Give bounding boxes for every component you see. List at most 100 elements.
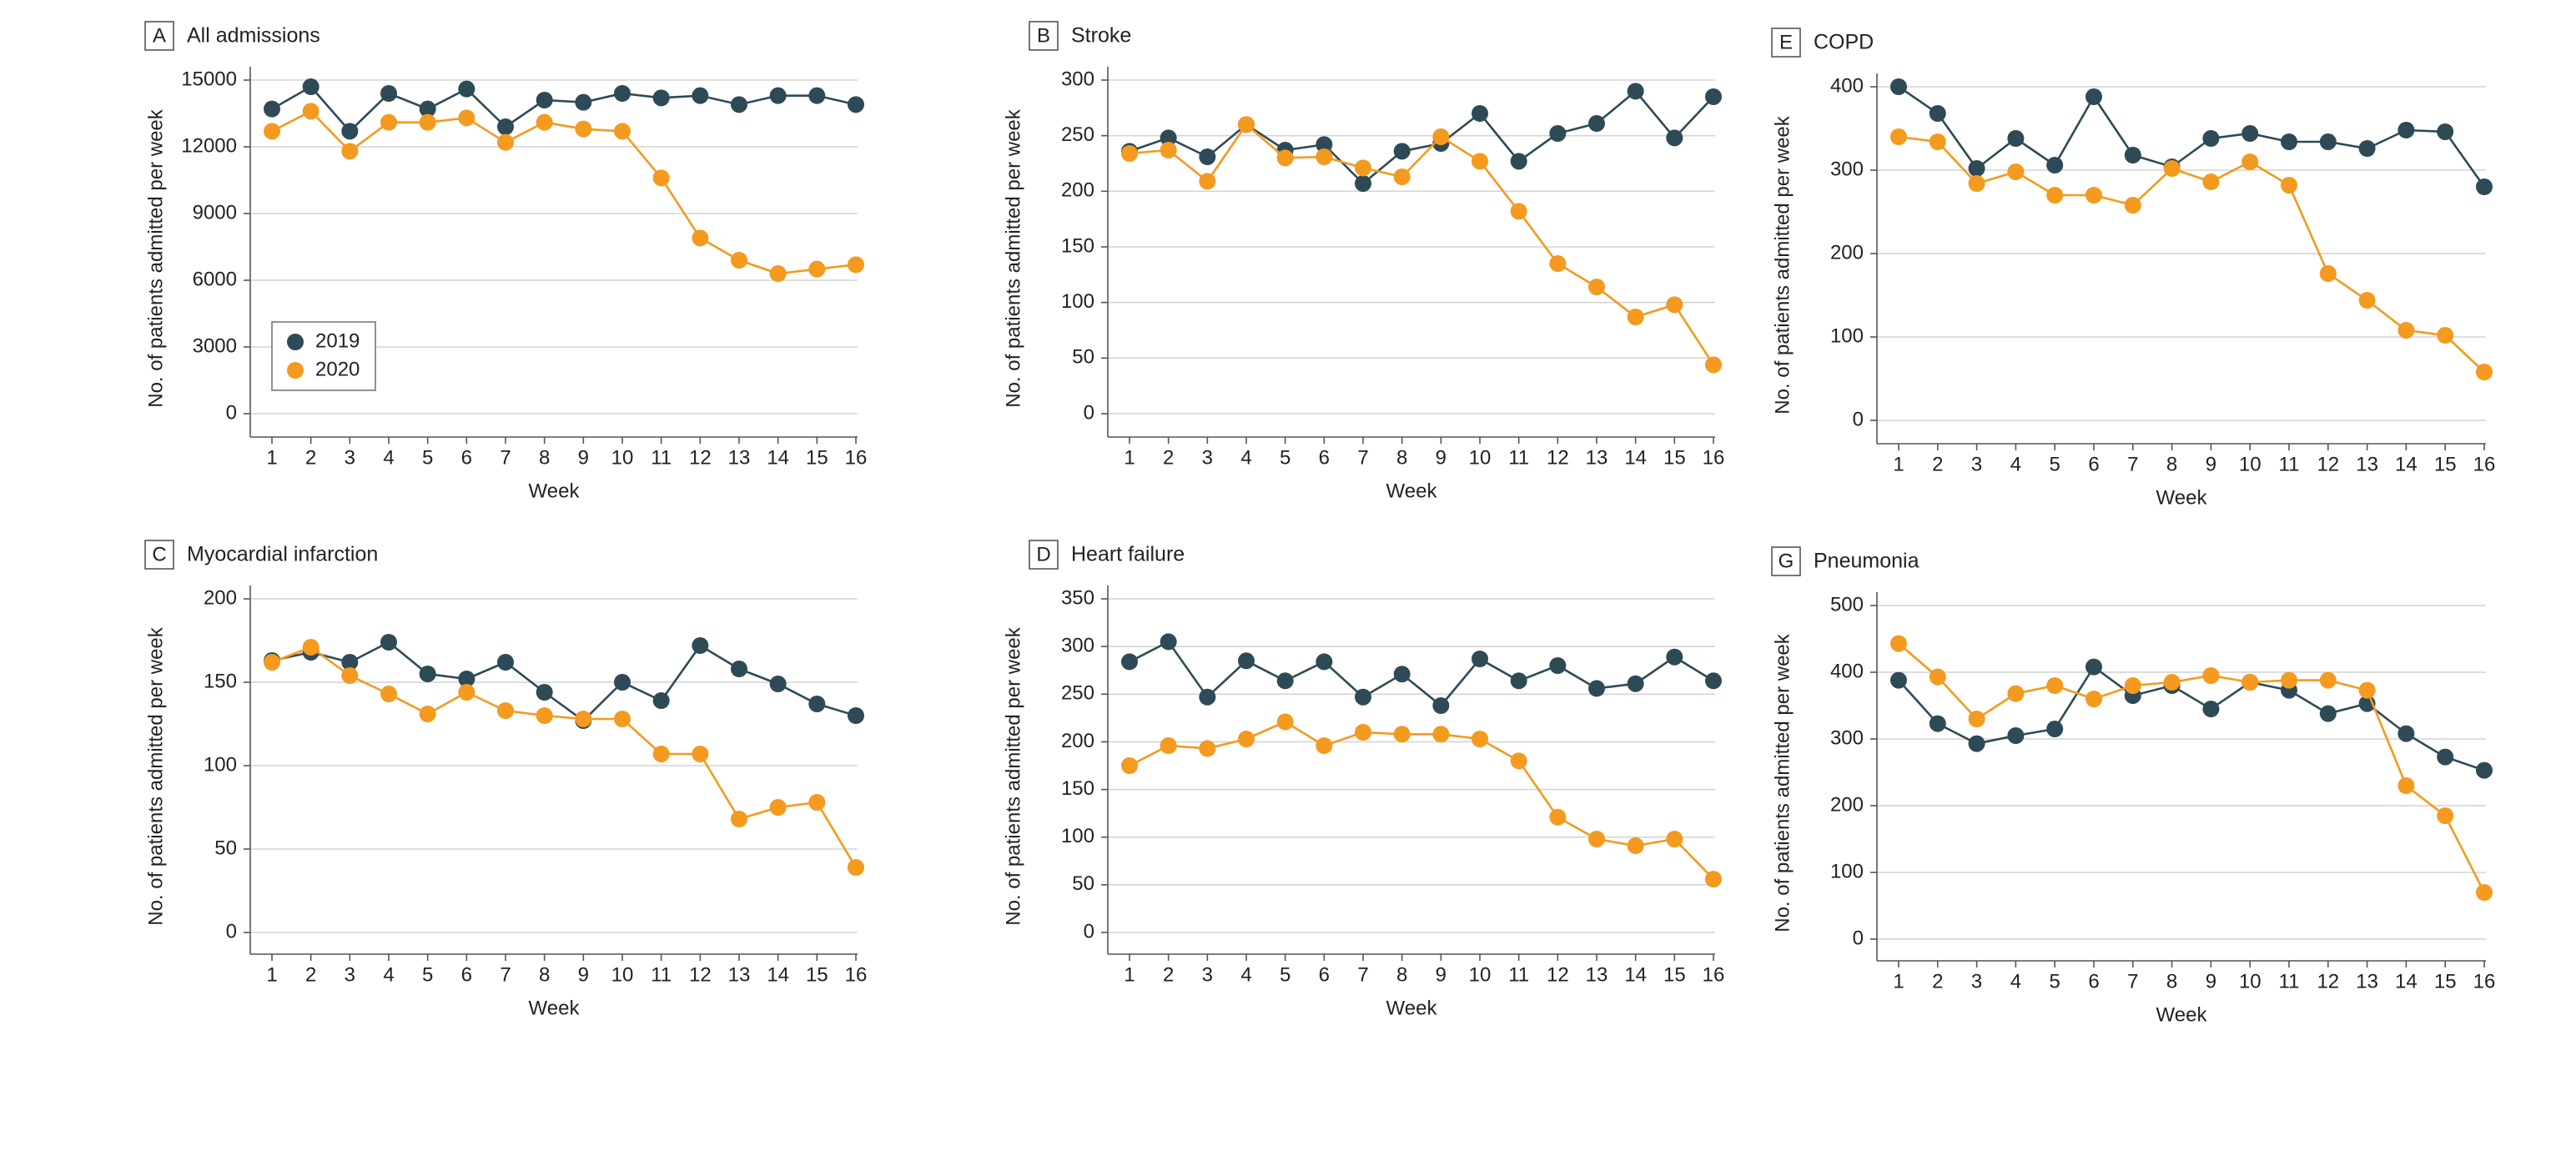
point — [1121, 145, 1138, 162]
x-tick-label: 15 — [1663, 963, 1686, 986]
point — [575, 93, 592, 111]
x-tick-label: 15 — [806, 446, 828, 469]
point — [2437, 807, 2454, 824]
x-tick-label: 8 — [2166, 970, 2177, 993]
point — [1588, 680, 1605, 697]
point — [341, 654, 359, 671]
x-tick-label: 11 — [1508, 446, 1529, 469]
point — [341, 667, 359, 684]
x-tick-label: 4 — [2010, 453, 2021, 475]
series-line — [1129, 720, 1714, 880]
point — [1549, 255, 1567, 272]
x-tick-label: 7 — [2127, 453, 2138, 475]
point — [1472, 651, 1488, 667]
y-tick-label: 350 — [1061, 586, 1094, 609]
point — [2202, 173, 2220, 190]
point — [1929, 133, 1946, 150]
x-tick-label: 7 — [1357, 963, 1368, 986]
point — [2046, 187, 2064, 204]
x-tick-label: 10 — [611, 963, 634, 986]
point — [1393, 666, 1411, 683]
point — [1588, 831, 1605, 847]
point — [1160, 142, 1177, 158]
series-line — [271, 646, 858, 868]
point — [1355, 688, 1371, 706]
x-tick-label: 8 — [539, 963, 550, 986]
y-axis-label: No. of patients admitted per week — [1771, 115, 1794, 415]
point — [1549, 125, 1567, 142]
point — [1666, 129, 1683, 147]
point — [380, 686, 397, 702]
point — [2202, 667, 2220, 684]
x-tick-label: 13 — [2356, 970, 2378, 993]
point — [1929, 715, 1946, 732]
point — [419, 113, 436, 131]
x-tick-label: 2 — [1163, 446, 1174, 469]
legend-label: 2019 — [315, 329, 360, 352]
x-tick-label: 12 — [689, 446, 712, 469]
point — [2319, 133, 2337, 150]
panel-label-box — [1029, 21, 1059, 51]
point — [2281, 671, 2297, 689]
y-tick-label: 3000 — [193, 334, 237, 357]
y-tick-label: 0 — [1853, 408, 1864, 430]
x-tick-label: 9 — [578, 963, 589, 986]
chart-title: Stroke — [1071, 24, 1131, 48]
legend-box — [271, 321, 376, 391]
panel-label: G — [1779, 550, 1794, 572]
point — [2046, 157, 2064, 173]
x-tick-label: 7 — [2127, 970, 2138, 993]
chart-title: Heart failure — [1071, 543, 1185, 566]
point — [1316, 737, 1333, 754]
y-tick-label: 100 — [1830, 860, 1864, 882]
chart-title: Myocardial infarction — [187, 543, 378, 566]
x-tick-label: 13 — [2356, 453, 2378, 475]
point — [2319, 265, 2337, 282]
point — [341, 143, 359, 160]
panel-label: C — [152, 543, 166, 565]
point — [458, 671, 475, 687]
point — [808, 260, 826, 278]
y-tick-label: 100 — [1830, 324, 1864, 347]
y-tick-label: 150 — [204, 670, 237, 692]
x-tick-label: 6 — [461, 446, 472, 469]
x-tick-label: 7 — [1357, 446, 1368, 469]
point — [1238, 652, 1255, 670]
x-tick-label: 9 — [2206, 970, 2216, 993]
x-tick-label: 13 — [728, 963, 751, 986]
y-tick-label: 100 — [204, 753, 237, 776]
legend-marker — [287, 362, 304, 379]
y-axis-label: No. of patients admitted per week — [144, 108, 167, 408]
chart-title: Pneumonia — [1814, 550, 1919, 573]
y-tick-label: 100 — [1061, 825, 1094, 847]
y-tick-label: 200 — [1830, 241, 1864, 264]
panel-label-box — [1771, 546, 1801, 576]
x-tick-label: 6 — [2088, 970, 2099, 993]
panel-label-box — [1771, 28, 1801, 58]
x-tick-label: 15 — [2434, 453, 2457, 475]
x-tick-label: 10 — [2239, 970, 2262, 993]
point — [1968, 735, 1985, 752]
point — [1549, 657, 1567, 674]
x-tick-label: 1 — [266, 963, 277, 986]
x-tick-label: 14 — [2395, 970, 2418, 993]
point — [2319, 705, 2337, 722]
x-tick-label: 16 — [1703, 963, 1725, 986]
x-tick-label: 6 — [461, 963, 472, 986]
y-tick-label: 50 — [1072, 872, 1094, 895]
point — [2281, 177, 2297, 194]
point — [2085, 658, 2102, 676]
x-tick-label: 8 — [539, 446, 550, 469]
y-tick-label: 400 — [1830, 660, 1864, 682]
y-axis-label: No. of patients admitted per week — [1002, 626, 1024, 926]
legend-marker — [287, 334, 304, 350]
point — [536, 707, 553, 724]
y-tick-label: 0 — [226, 920, 237, 942]
point — [2358, 681, 2376, 699]
point — [536, 684, 553, 701]
y-tick-label: 300 — [1830, 158, 1864, 180]
point — [1929, 668, 1946, 686]
x-tick-label: 4 — [383, 446, 394, 469]
